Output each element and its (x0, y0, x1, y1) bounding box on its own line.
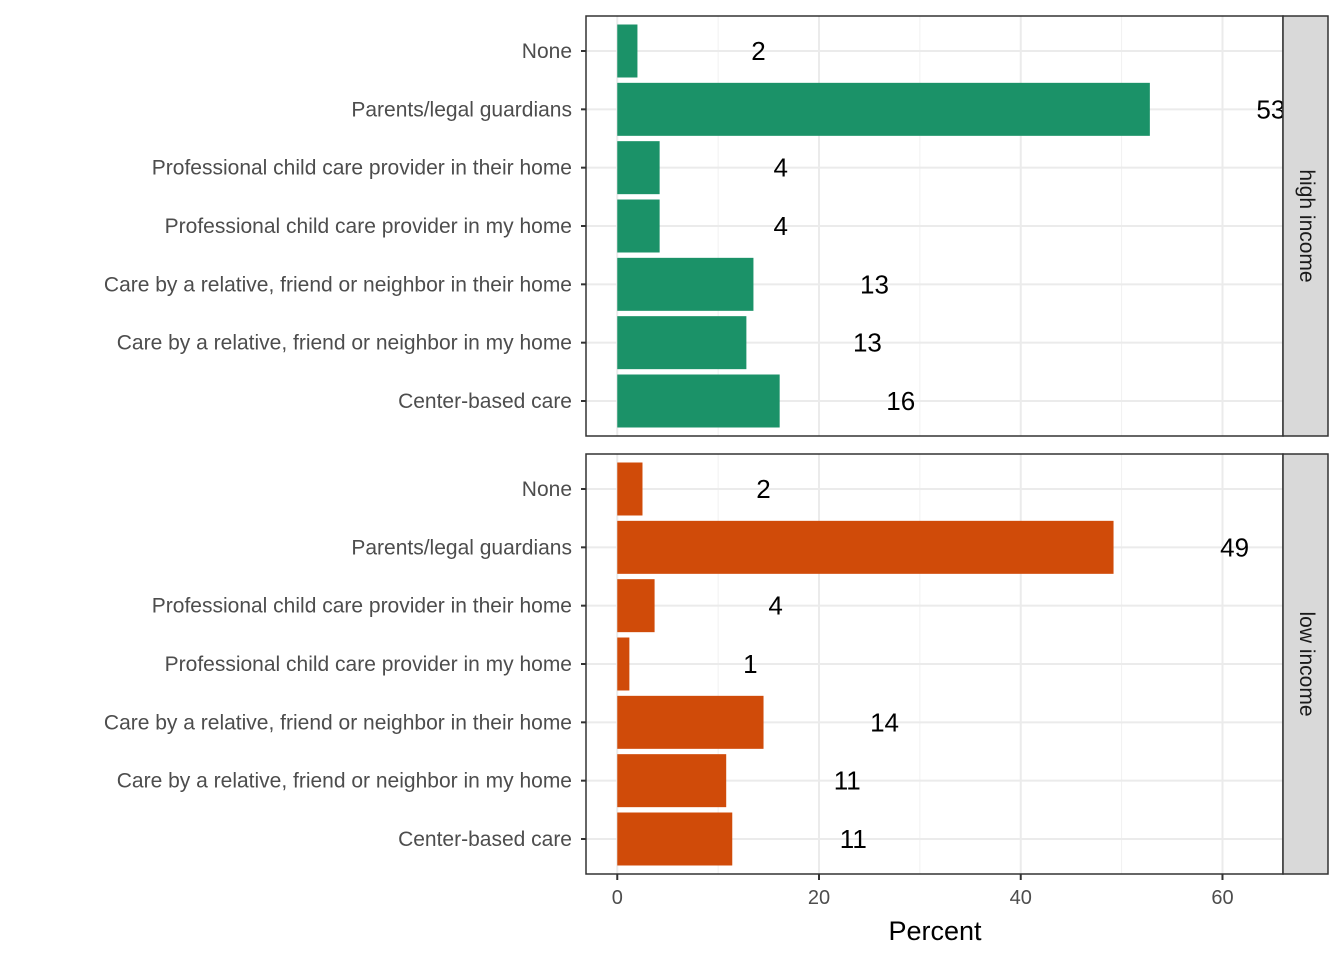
bar (617, 24, 638, 78)
data-label: 53 (1256, 94, 1285, 124)
bar (617, 637, 630, 691)
facet-panel-high-income: 2 None 53 Parents/legal guardians 4 Professio… (104, 15, 1329, 437)
bar (617, 462, 643, 516)
bar (617, 520, 1114, 574)
facet-strip-label: low income (1295, 611, 1318, 716)
bar (617, 199, 660, 253)
data-label: 14 (870, 707, 899, 737)
data-label: 2 (756, 474, 770, 504)
data-label: 11 (840, 824, 867, 854)
x-axis: 0 20 40 60 (612, 874, 1234, 909)
bar (617, 257, 754, 311)
data-label: 13 (860, 269, 889, 299)
category-label: Care by a relative, friend or neighbor i… (117, 332, 572, 355)
bar (617, 374, 780, 428)
facet-strip-label: high income (1295, 169, 1318, 282)
category-label: Professional child care provider in thei… (152, 595, 572, 618)
data-label: 49 (1220, 532, 1249, 562)
x-tick-label: 20 (808, 887, 830, 909)
category-label: Professional child care provider in thei… (152, 157, 572, 180)
bar (617, 754, 727, 808)
category-label: Care by a relative, friend or neighbor i… (104, 711, 572, 734)
x-tick-label: 60 (1211, 887, 1233, 909)
facet-strip (1282, 15, 1329, 437)
category-label: Care by a relative, friend or neighbor i… (117, 770, 572, 793)
x-tick-label: 0 (612, 887, 623, 909)
bar (617, 812, 733, 866)
facet-panel-low-income: 2 None 49 Parents/legal guardians 4 Professio… (104, 453, 1329, 875)
facet-strip (1282, 453, 1329, 875)
category-label: Center-based care (398, 828, 572, 851)
x-tick-label: 40 (1010, 887, 1032, 909)
bar (617, 695, 764, 749)
data-label: 13 (853, 328, 882, 358)
chart-panels: 2 None 53 Parents/legal guardians 4 Professio… (104, 15, 1329, 875)
data-label: 16 (886, 386, 915, 416)
bar (617, 82, 1150, 136)
data-label: 2 (751, 36, 765, 66)
data-label: 4 (768, 591, 782, 621)
data-label: 4 (773, 153, 787, 183)
data-label: 4 (773, 211, 787, 241)
bar (617, 141, 660, 195)
category-label: Professional child care provider in my h… (165, 215, 572, 238)
category-label: None (522, 40, 572, 63)
bar (617, 579, 655, 633)
bar (617, 316, 747, 370)
category-label: Professional child care provider in my h… (165, 653, 572, 676)
data-label: 1 (743, 649, 757, 679)
data-label: 11 (834, 766, 861, 796)
category-label: Parents/legal guardians (351, 98, 572, 121)
category-label: Parents/legal guardians (351, 536, 572, 559)
category-label: None (522, 478, 572, 501)
category-label: Center-based care (398, 390, 572, 413)
category-label: Care by a relative, friend or neighbor i… (104, 273, 572, 296)
x-axis-title: Percent (888, 916, 982, 946)
